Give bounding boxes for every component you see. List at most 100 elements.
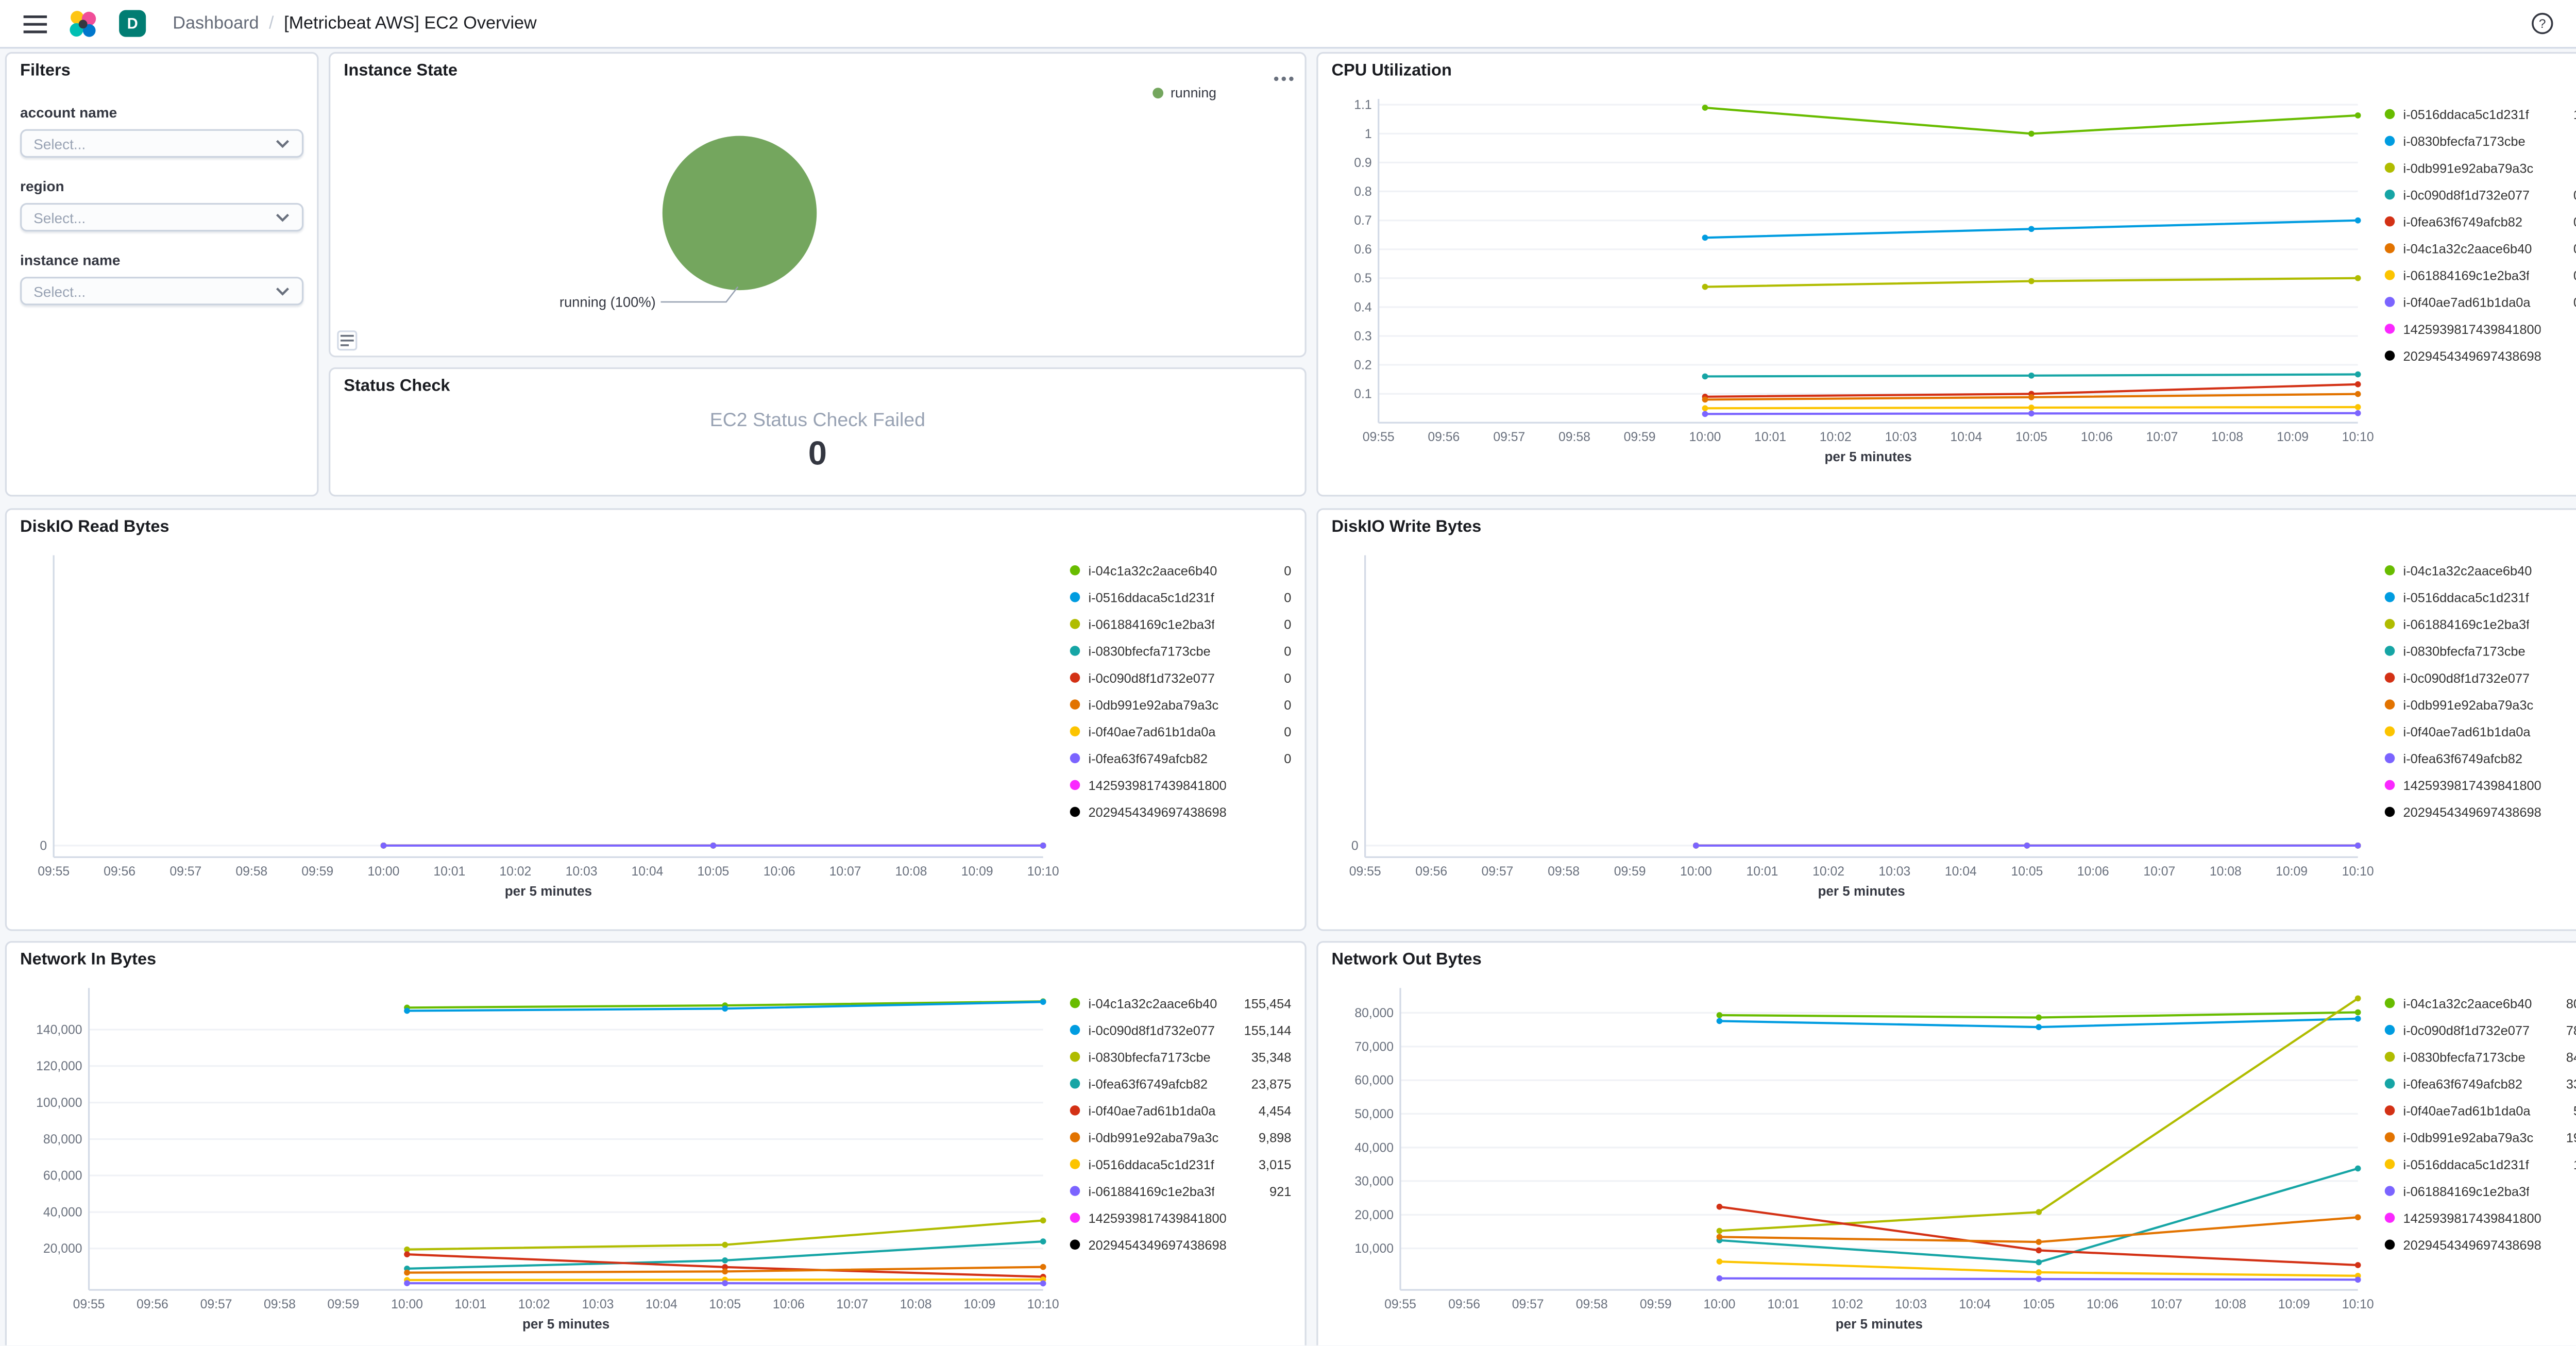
network-out-panel-title: Network Out Bytes [1331, 951, 1482, 970]
legend-item[interactable]: 1425939817439841800 [1070, 771, 1292, 798]
x-axis-tick-label: 10:10 [2342, 1298, 2374, 1311]
legend-item[interactable]: 2029454349697438698 [2384, 342, 2576, 369]
legend-item[interactable]: i-061884169c1e2ba3f710 [2384, 1177, 2576, 1204]
elastic-logo[interactable] [67, 8, 97, 39]
legend-item[interactable]: i-0f40ae7ad61b1da0a 5,054 [2384, 1097, 2576, 1124]
help-icon[interactable]: ? [2524, 5, 2561, 42]
legend-series-name: i-0516ddaca5c1d231f [1088, 1156, 1214, 1172]
pie-slice-running[interactable] [662, 136, 817, 291]
cpu-chart-legend: i-0516ddaca5c1d231f 1.063 i-0830bfecfa7173… [2384, 100, 2576, 369]
x-axis-tick-label: 10:10 [2342, 430, 2374, 444]
legend-item[interactable]: i-04c1a32c2aace6b40 80,166 [2384, 990, 2576, 1017]
legend-item[interactable]: i-0516ddaca5c1d231f 1.063 [2384, 100, 2576, 127]
x-axis-tick-label: 10:07 [2146, 430, 2178, 444]
legend-item[interactable]: i-0516ddaca5c1d231f 1,847 [2384, 1151, 2576, 1177]
legend-item[interactable]: i-0fea63f6749afcb82 33,741 [2384, 1070, 2576, 1097]
legend-series-value: 0 [1284, 724, 1292, 739]
x-axis-tick-label: 09:57 [170, 865, 201, 879]
legend-item[interactable]: i-0db991e92aba79a3c 19,231 [2384, 1124, 2576, 1151]
legend-item[interactable]: i-061884169c1e2ba3f 0.054 [2384, 262, 2576, 289]
menu-icon[interactable] [17, 5, 54, 42]
legend-color-dot [2384, 1079, 2395, 1089]
legend-item[interactable]: 1425939817439841800 [1070, 1204, 1292, 1231]
legend-item[interactable]: i-0c090d8f1d732e077 0.167 [2384, 181, 2576, 208]
legend-item[interactable]: 1425939817439841800 [2384, 1204, 2576, 1231]
network-in-chart-plot-area[interactable]: 20,000 40,000 60,000 80,000 100,000 120,000 14… [10, 976, 1060, 1345]
legend-item[interactable]: i-0fea63f6749afcb82 23,875 [1070, 1070, 1291, 1097]
legend-item[interactable]: i-0f40ae7ad61b1da0a 0.033 [2384, 289, 2576, 315]
diskio-read-chart-plot-area[interactable]: 0 09:55 09:56 09:57 09:58 09:59 10:00 10:01 10:0… [10, 544, 1060, 926]
legend-toggle-icon[interactable] [337, 330, 358, 351]
x-axis-tick-label: 09:56 [137, 1298, 168, 1311]
legend-color-dot [1070, 565, 1080, 576]
y-axis-tick-label: 0.3 [1354, 329, 1371, 343]
cpu-chart-plot-area[interactable]: 0.1 0.2 0.3 0.4 0.5 0.6 0.7 0.8 0.9 1 1.1 09:55 09:5… [1321, 87, 2375, 491]
legend-series-value: 0.133 [2567, 214, 2576, 229]
account-name-select[interactable]: Select... [20, 129, 304, 158]
legend-series-value: 9,898 [1258, 1130, 1292, 1145]
y-axis-tick-label: 140,000 [36, 1023, 82, 1037]
legend-item[interactable]: 2029454349697438698 [1070, 1231, 1292, 1258]
net_out-svg: 10,000 20,000 30,000 40,000 50,000 60,000 70,0… [1354, 988, 2374, 1332]
legend-item[interactable]: i-0516ddaca5c1d231f 3,015 [1070, 1151, 1291, 1177]
disk_write-svg: 0 09:55 09:56 09:57 09:58 09:59 10:00 10:01 10:0… [1349, 555, 2374, 899]
legend-item[interactable]: i-0830bfecfa7173cbe 35,348 [1070, 1044, 1291, 1070]
x-axis-tick-label: 09:55 [1384, 1298, 1416, 1311]
legend-item[interactable]: 2029454349697438698 [2384, 1231, 2576, 1258]
series-point [2354, 217, 2361, 224]
network-out-chart-plot-area[interactable]: 10,000 20,000 30,000 40,000 50,000 60,000 70,0… [1321, 976, 2375, 1345]
series-point [722, 1280, 728, 1287]
legend-item[interactable]: 2029454349697438698 [1070, 798, 1292, 825]
pie-legend-item[interactable]: running [1152, 86, 1216, 100]
x-axis-tick-label: 10:00 [391, 1298, 423, 1311]
legend-item[interactable]: 1425939817439841800 [2384, 771, 2576, 798]
legend-item[interactable]: i-0fea63f6749afcb82 0.133 [2384, 208, 2576, 235]
legend-item[interactable]: i-0c090d8f1d732e077 155,144 [1070, 1017, 1291, 1044]
legend-item[interactable]: i-0db991e92aba79a3c 9,898 [1070, 1124, 1292, 1151]
series-point [2028, 278, 2035, 284]
breadcrumb-dashboard[interactable]: Dashboard [173, 13, 259, 34]
legend-item[interactable]: 1425939817439841800 [2384, 315, 2576, 342]
legend-series-name: i-04c1a32c2aace6b40 [2403, 241, 2532, 256]
legend-series-value: 0.167 [2567, 187, 2576, 202]
legend-item[interactable]: i-0830bfecfa7173cbe 84,322 [2384, 1044, 2576, 1070]
x-axis-title: per 5 minutes [1818, 883, 1905, 899]
pie-chart[interactable]: running (100%) [330, 54, 1308, 322]
legend-item[interactable]: 2029454349697438698 [2384, 798, 2576, 825]
instance-name-select[interactable]: Select... [20, 277, 304, 306]
legend-item[interactable]: i-061884169c1e2ba3f 921 [1070, 1177, 1291, 1204]
legend-color-dot [2384, 806, 2395, 817]
panel-options-icon[interactable] [1273, 62, 1295, 87]
series-point [1702, 283, 1708, 290]
x-axis-tick-label: 09:59 [1614, 865, 1646, 879]
legend-item[interactable]: i-0c090d8f1d732e077 78,288 [2384, 1017, 2576, 1044]
x-axis-tick-label: 10:08 [2211, 430, 2243, 444]
region-select[interactable]: Select... [20, 203, 304, 232]
diskio-write-chart-plot-area[interactable]: 0 09:55 09:56 09:57 09:58 09:59 10:00 10:01 10:0… [1321, 544, 2375, 926]
legend-series-value: 1.063 [2567, 107, 2576, 122]
legend-item[interactable]: i-0f40ae7ad61b1da0a 4,454 [1070, 1097, 1291, 1124]
legend-color-dot [1070, 1159, 1080, 1169]
series-point [1716, 1203, 1723, 1210]
legend-item[interactable]: i-04c1a32c2aace6b40 0.099 [2384, 235, 2576, 262]
space-badge[interactable]: D [119, 10, 146, 37]
legend-item[interactable]: i-04c1a32c2aace6b40 155,454 [1070, 990, 1291, 1017]
